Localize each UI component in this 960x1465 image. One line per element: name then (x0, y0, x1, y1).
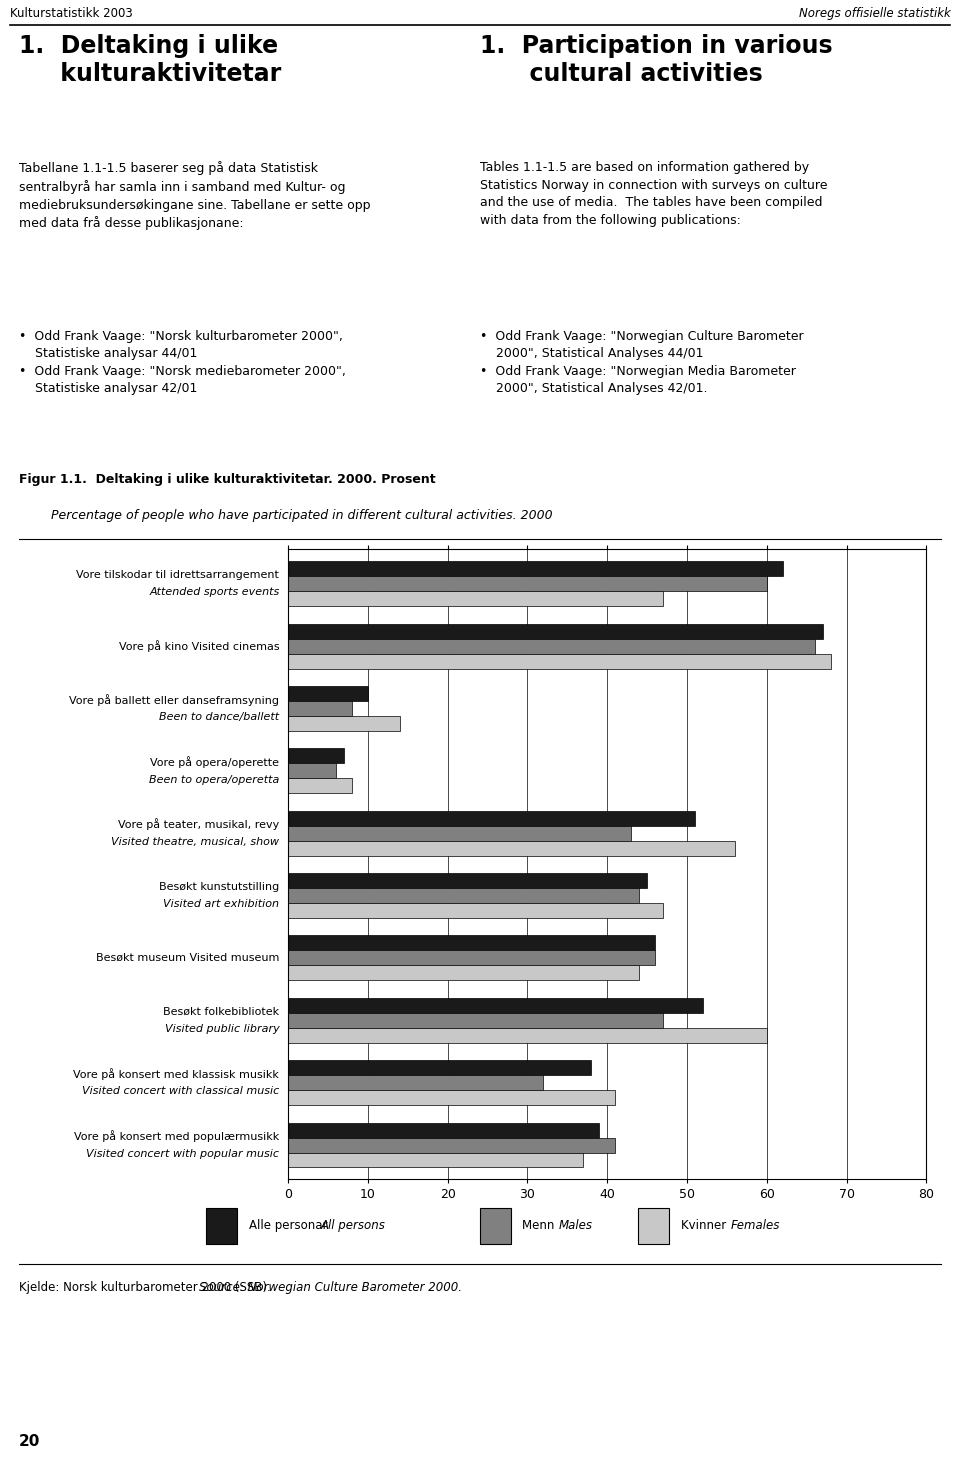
Text: Percentage of people who have participated in different cultural activities. 200: Percentage of people who have participat… (19, 508, 553, 522)
Text: Alle personar: Alle personar (249, 1219, 331, 1232)
Text: Been to dance/ballett: Been to dance/ballett (159, 712, 279, 722)
Bar (288, 888, 639, 902)
Bar (288, 700, 352, 716)
Text: 1.  Participation in various
      cultural activities: 1. Participation in various cultural act… (480, 34, 832, 86)
Text: Visited concert with classical music: Visited concert with classical music (83, 1087, 279, 1096)
Text: Visited concert with popular music: Visited concert with popular music (86, 1149, 279, 1159)
Bar (288, 592, 663, 607)
Text: Besøkt kunstutstilling: Besøkt kunstutstilling (159, 882, 279, 892)
Text: Tabellane 1.1-1.5 baserer seg på data Statistisk
sentralbyrå har samla inn i sam: Tabellane 1.1-1.5 baserer seg på data St… (19, 161, 371, 230)
Bar (288, 1153, 584, 1168)
Text: Tables 1.1-1.5 are based on information gathered by
Statistics Norway in connect: Tables 1.1-1.5 are based on information … (480, 161, 828, 227)
Bar (288, 951, 655, 965)
Bar (288, 1061, 591, 1075)
Text: Vore på ballett eller danseframsyning: Vore på ballett eller danseframsyning (69, 694, 279, 706)
Text: Kjelde: Norsk kulturbarometer 2000 (SSB).: Kjelde: Norsk kulturbarometer 2000 (SSB)… (19, 1282, 275, 1294)
Text: Been to opera/operetta: Been to opera/operetta (149, 775, 279, 785)
Bar (288, 763, 336, 778)
Text: Visited public library: Visited public library (164, 1024, 279, 1034)
Text: Figur 1.1.  Deltaking i ulike kulturaktivitetar. 2000. Prosent: Figur 1.1. Deltaking i ulike kulturaktiv… (19, 473, 436, 486)
Text: All persons: All persons (321, 1219, 386, 1232)
Bar (288, 561, 782, 576)
Bar (206, 1207, 237, 1244)
Bar (288, 902, 663, 919)
Text: •  Odd Frank Vaage: "Norsk kulturbarometer 2000",
    Statistiske analysar 44/01: • Odd Frank Vaage: "Norsk kulturbaromete… (19, 330, 346, 396)
Text: Kulturstatistikk 2003: Kulturstatistikk 2003 (10, 7, 132, 21)
Text: Vore på kino Visited cinemas: Vore på kino Visited cinemas (119, 640, 279, 652)
Text: Vore på konsert med populærmusikk: Vore på konsert med populærmusikk (74, 1131, 279, 1143)
Bar (288, 1028, 767, 1043)
Text: Vore på konsert med klassisk musikk: Vore på konsert med klassisk musikk (74, 1068, 279, 1080)
Text: Besøkt folkebibliotek: Besøkt folkebibliotek (163, 1006, 279, 1017)
Text: Attended sports events: Attended sports events (149, 587, 279, 598)
Bar (288, 1012, 663, 1028)
Bar (288, 653, 830, 668)
Bar (288, 639, 815, 653)
Text: Vore tilskodar til idrettsarrangement: Vore tilskodar til idrettsarrangement (77, 570, 279, 580)
Bar (288, 965, 639, 980)
Bar (288, 841, 735, 856)
Text: Visited theatre, musical, show: Visited theatre, musical, show (111, 837, 279, 847)
Text: Visited art exhibition: Visited art exhibition (163, 900, 279, 910)
Text: Noregs offisielle statistikk: Noregs offisielle statistikk (799, 7, 950, 21)
Bar (288, 998, 703, 1012)
Bar (288, 576, 767, 592)
Text: Males: Males (559, 1219, 592, 1232)
Text: Vore på opera/operette: Vore på opera/operette (151, 756, 279, 768)
Bar (288, 1075, 543, 1090)
Bar (288, 778, 352, 793)
Text: Kvinner: Kvinner (681, 1219, 730, 1232)
Bar (288, 936, 655, 951)
Text: •  Odd Frank Vaage: "Norwegian Culture Barometer
    2000", Statistical Analyses: • Odd Frank Vaage: "Norwegian Culture Ba… (480, 330, 804, 396)
Text: 1.  Deltaking i ulike
     kulturaktivitetar: 1. Deltaking i ulike kulturaktivitetar (19, 34, 281, 86)
Bar (288, 1090, 615, 1105)
Bar (288, 810, 695, 826)
Text: 20: 20 (19, 1434, 40, 1449)
Bar (288, 716, 399, 731)
Bar (288, 873, 647, 888)
Bar (480, 1207, 511, 1244)
Bar (288, 624, 823, 639)
Bar (288, 826, 631, 841)
Bar (288, 686, 368, 700)
Text: Besøkt museum Visited museum: Besøkt museum Visited museum (96, 952, 279, 963)
Bar (288, 1137, 615, 1153)
Bar (288, 1122, 599, 1137)
Text: Females: Females (731, 1219, 780, 1232)
Bar (638, 1207, 669, 1244)
Text: Source: Norwegian Culture Barometer 2000.: Source: Norwegian Culture Barometer 2000… (199, 1282, 462, 1294)
Text: Menn: Menn (522, 1219, 559, 1232)
Text: Vore på teater, musikal, revy: Vore på teater, musikal, revy (118, 819, 279, 831)
Bar (288, 749, 344, 763)
